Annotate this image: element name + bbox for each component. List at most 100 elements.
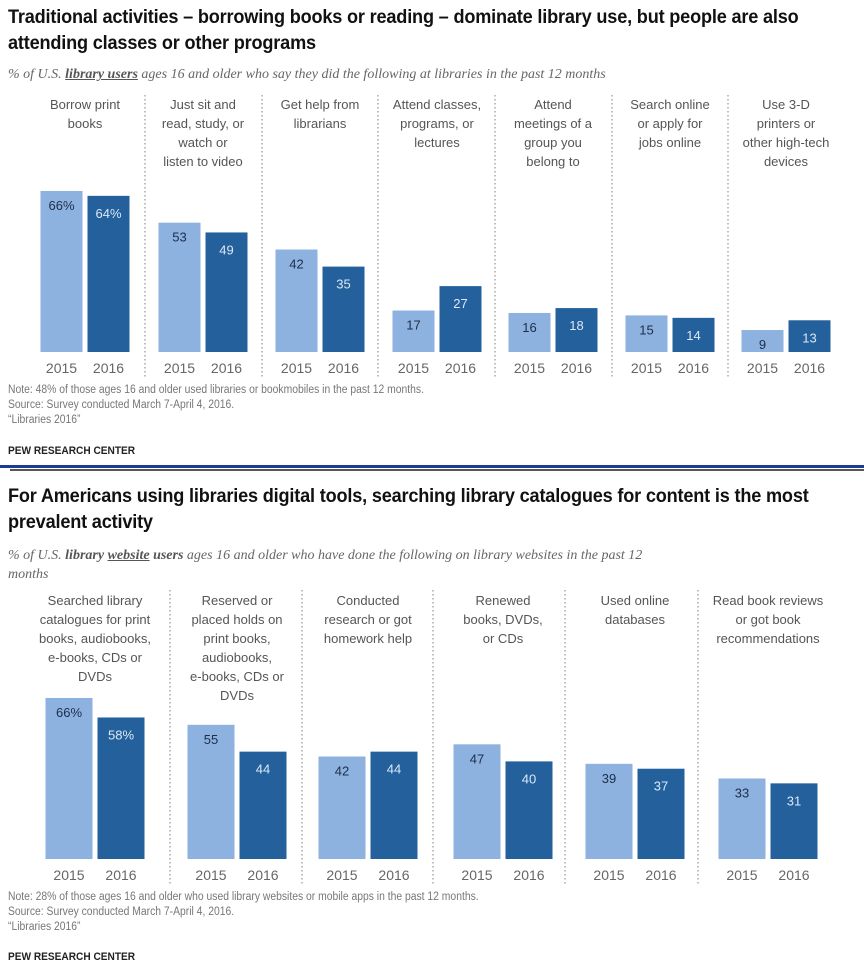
category-label: devices bbox=[764, 154, 809, 169]
value-label: 18 bbox=[569, 318, 583, 333]
category-label: or got book bbox=[735, 612, 801, 627]
category-label: lectures bbox=[414, 135, 460, 150]
chart2-title: For Americans using libraries digital to… bbox=[8, 483, 845, 535]
value-label: 58% bbox=[108, 727, 134, 742]
chart2-subtitle-emphasis: website bbox=[107, 548, 150, 563]
value-label: 16 bbox=[522, 320, 536, 335]
value-label: 39 bbox=[602, 771, 616, 786]
year-tick-label: 2015 bbox=[195, 867, 226, 883]
category-label: or apply for bbox=[637, 116, 703, 131]
category-label: Reserved or bbox=[202, 593, 273, 608]
category-label: Used online bbox=[601, 593, 670, 608]
bar-2016 bbox=[637, 768, 685, 859]
value-label: 49 bbox=[219, 242, 233, 257]
bar-2015 bbox=[741, 330, 784, 352]
category-label: catalogues for print bbox=[40, 612, 151, 627]
bar-2016 bbox=[505, 761, 553, 859]
chart2-source: Source: Survey conducted March 7-April 4… bbox=[8, 906, 235, 918]
year-tick-label: 2016 bbox=[247, 867, 278, 883]
value-label: 37 bbox=[654, 779, 668, 794]
category-label: homework help bbox=[324, 631, 412, 646]
category-label: belong to bbox=[526, 154, 580, 169]
category-label: meetings of a bbox=[514, 116, 593, 131]
value-label: 33 bbox=[735, 785, 749, 800]
chart1-notes: Note: 48% of those ages 16 and older use… bbox=[8, 383, 424, 428]
year-tick-label: 2015 bbox=[326, 867, 357, 883]
category-label: other high-tech bbox=[743, 135, 830, 150]
year-tick-label: 2016 bbox=[778, 867, 809, 883]
bar-2016 bbox=[555, 308, 598, 352]
year-tick-label: 2016 bbox=[445, 360, 476, 376]
year-tick-label: 2015 bbox=[593, 867, 624, 883]
category-label: books, DVDs, bbox=[463, 612, 542, 627]
bar-2016 bbox=[788, 320, 831, 352]
category-label: listen to video bbox=[163, 154, 243, 169]
bar-2016 bbox=[770, 783, 818, 859]
chart1-brand: PEW RESEARCH CENTER bbox=[8, 445, 136, 457]
chart2-subtitle-suffix: ages 16 and older who have done the foll… bbox=[183, 548, 643, 563]
category-label: jobs online bbox=[638, 135, 701, 150]
category-label: databases bbox=[605, 612, 665, 627]
category-label: Get help from bbox=[281, 97, 360, 112]
chart1-subtitle: % of U.S. library users ages 16 and olde… bbox=[8, 65, 606, 84]
value-label: 55 bbox=[204, 732, 218, 747]
category-label: Read book reviews bbox=[713, 593, 824, 608]
category-label: print books, bbox=[203, 631, 270, 646]
bar-2016 bbox=[205, 232, 248, 352]
category-label: Attend bbox=[534, 97, 572, 112]
category-label: programs, or bbox=[400, 116, 474, 131]
category-label: audiobooks, bbox=[202, 650, 272, 665]
category-label: Renewed bbox=[476, 593, 531, 608]
value-label: 44 bbox=[256, 762, 270, 777]
bar-2015 bbox=[718, 778, 766, 859]
category-label: books, audiobooks, bbox=[39, 631, 151, 646]
chart2-subtitle-bold2: users bbox=[149, 548, 184, 563]
year-tick-label: 2015 bbox=[164, 360, 195, 376]
bar-2015 bbox=[158, 222, 201, 352]
value-label: 13 bbox=[802, 330, 816, 345]
bar-2015 bbox=[45, 697, 93, 859]
value-label: 35 bbox=[336, 277, 350, 292]
bar-2015 bbox=[40, 190, 83, 352]
value-label: 64% bbox=[95, 206, 121, 221]
year-tick-label: 2015 bbox=[747, 360, 778, 376]
category-label: recommendations bbox=[716, 631, 820, 646]
category-label: Searched library bbox=[48, 593, 143, 608]
year-tick-label: 2016 bbox=[561, 360, 592, 376]
category-label: books bbox=[68, 116, 103, 131]
value-label: 53 bbox=[172, 230, 186, 245]
category-label: Just sit and bbox=[170, 97, 236, 112]
year-tick-label: 2016 bbox=[378, 867, 409, 883]
year-tick-label: 2016 bbox=[211, 360, 242, 376]
chart1-report: “Libraries 2016” bbox=[8, 414, 81, 426]
value-label: 9 bbox=[759, 337, 766, 352]
category-label: Use 3-D bbox=[762, 97, 810, 112]
year-tick-label: 2015 bbox=[461, 867, 492, 883]
category-label: librarians bbox=[294, 116, 347, 131]
chart1-subtitle-emphasis: library users bbox=[65, 67, 138, 82]
bar-2016 bbox=[370, 751, 418, 859]
chart2-notes: Note: 28% of those ages 16 and older who… bbox=[8, 890, 479, 935]
bar-2016 bbox=[239, 751, 287, 859]
chart1-source: Source: Survey conducted March 7-April 4… bbox=[8, 399, 235, 411]
year-tick-label: 2016 bbox=[645, 867, 676, 883]
chart2-subtitle-prefix: % of U.S. bbox=[8, 548, 66, 563]
bar-2016 bbox=[672, 317, 715, 352]
bar-2015 bbox=[318, 756, 366, 859]
value-label: 31 bbox=[787, 793, 801, 808]
category-label: research or got bbox=[324, 612, 412, 627]
value-label: 66% bbox=[48, 198, 74, 213]
section-divider-gray bbox=[10, 469, 864, 471]
value-label: 47 bbox=[470, 751, 484, 766]
chart2-note: Note: 28% of those ages 16 and older who… bbox=[8, 891, 479, 903]
year-tick-label: 2015 bbox=[514, 360, 545, 376]
chart1-plot: Borrow print books 66% 2015 64% 2016 Just sit … bbox=[40, 95, 831, 377]
chart1-note: Note: 48% of those ages 16 and older use… bbox=[8, 384, 424, 396]
chart2-report: “Libraries 2016” bbox=[8, 921, 81, 933]
bar-2015 bbox=[508, 312, 551, 352]
year-tick-label: 2016 bbox=[678, 360, 709, 376]
value-label: 40 bbox=[522, 771, 536, 786]
bar-2016 bbox=[97, 717, 145, 859]
bar-2015 bbox=[453, 744, 501, 859]
chart1-title: Traditional activities – borrowing books… bbox=[8, 4, 826, 56]
